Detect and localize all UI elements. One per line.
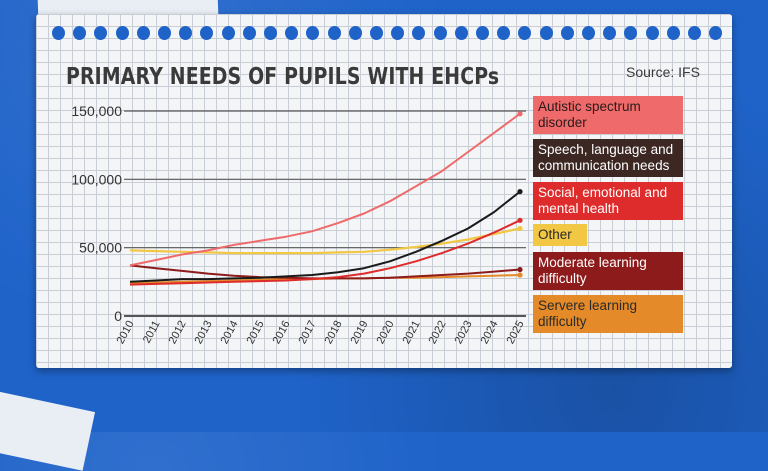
- chart-title: PRIMARY NEEDS OF PUPILS WITH EHCPs: [66, 64, 500, 90]
- x-tick-label: 2022: [427, 319, 449, 346]
- series-endpoint: [517, 225, 523, 232]
- binding-hole: [242, 26, 256, 40]
- binding-hole: [73, 26, 87, 40]
- binding-hole: [518, 26, 532, 40]
- binding-hole: [624, 26, 638, 40]
- binding-hole: [221, 26, 235, 40]
- legend-item: Other: [533, 224, 587, 246]
- x-tick-labels: 2010 2011 2012 2013 2014 2015 2016 2017 2018 2019…: [115, 319, 527, 346]
- binding-hole: [709, 26, 723, 40]
- x-tick-label: 2015: [245, 319, 267, 346]
- binding-hole: [603, 26, 617, 40]
- y-tick-label: 150,000: [71, 103, 122, 119]
- binding-hole: [200, 26, 214, 40]
- x-tick-label: 2020: [375, 319, 397, 346]
- series-line: [129, 219, 521, 286]
- y-tick-labels: 0 50,000 100,000 150,000: [71, 103, 122, 324]
- x-tick-label: 2017: [297, 319, 319, 346]
- legend-item: Social, emotional and mental health: [533, 182, 683, 220]
- legend-item: Autistic spectrum disorder: [533, 96, 683, 134]
- series-line: [129, 112, 521, 267]
- series-endpoint: [517, 189, 523, 195]
- x-tick-label: 2024: [479, 319, 501, 346]
- series-lines: [129, 112, 521, 286]
- series-endpoints: [517, 111, 523, 278]
- x-tick-label: 2025: [505, 319, 527, 346]
- binding-hole: [348, 26, 362, 40]
- binding-hole: [94, 26, 108, 40]
- y-tick-label: 50,000: [79, 240, 122, 256]
- x-tick-label: 2011: [141, 319, 163, 346]
- binding-hole: [179, 26, 193, 40]
- notebook-page: PRIMARY NEEDS OF PUPILS WITH EHCPs Sourc…: [36, 14, 732, 368]
- x-tick-label: 2012: [167, 319, 189, 346]
- binding-hole: [136, 26, 150, 40]
- y-tick-label: 100,000: [71, 171, 122, 187]
- binding-hole: [645, 26, 659, 40]
- binding-hole: [115, 26, 129, 40]
- binding-hole: [688, 26, 701, 40]
- binding-hole: [264, 26, 277, 40]
- series-endpoint: [517, 266, 523, 273]
- x-tick-label: 2018: [323, 319, 345, 346]
- binding-hole: [52, 26, 65, 40]
- binding-holes: [36, 26, 732, 42]
- binding-hole: [391, 26, 405, 40]
- legend-item: Servere learning difficulty: [533, 295, 683, 333]
- x-tick-label: 2014: [219, 319, 241, 346]
- binding-hole: [158, 26, 171, 40]
- x-tick-label: 2016: [271, 319, 293, 346]
- binding-hole: [285, 26, 299, 40]
- binding-hole: [306, 26, 320, 40]
- binding-hole: [454, 26, 468, 40]
- line-chart: 0 50,000 100,000 150,000 2010 2011 2012 2013 20…: [71, 103, 527, 346]
- source-label: Source: IFS: [626, 64, 700, 80]
- binding-hole: [497, 26, 511, 40]
- y-tick-label: 0: [114, 308, 122, 324]
- binding-hole: [370, 26, 383, 40]
- binding-hole: [412, 26, 426, 40]
- series-endpoint: [517, 272, 523, 278]
- binding-hole: [476, 26, 489, 40]
- binding-hole: [560, 26, 574, 40]
- series-endpoint: [517, 217, 523, 223]
- binding-hole: [327, 26, 341, 40]
- series-line: [129, 190, 521, 283]
- y-gridlines: [124, 110, 526, 317]
- binding-hole: [433, 26, 447, 40]
- x-tick-label: 2013: [193, 319, 215, 346]
- binding-hole: [666, 26, 680, 40]
- x-tick-label: 2019: [349, 319, 371, 346]
- legend-item: Speech, language and communication needs: [533, 139, 683, 177]
- binding-hole: [582, 26, 595, 40]
- binding-hole: [539, 26, 553, 40]
- x-tick-label: 2023: [453, 319, 475, 346]
- torn-paper-scrap-bottom: [0, 389, 96, 471]
- series-endpoint: [517, 111, 523, 117]
- x-tick-label: 2021: [401, 319, 423, 346]
- legend-item: Moderate learning difficulty: [533, 252, 683, 290]
